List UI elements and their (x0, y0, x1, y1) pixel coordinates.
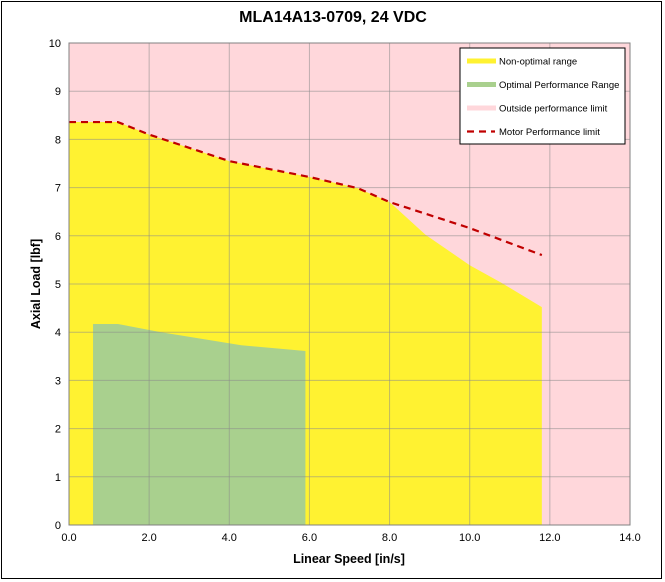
y-tick-label: 1 (55, 472, 61, 484)
legend-swatch-outside-limit (467, 105, 496, 111)
x-tick-label: 14.0 (619, 532, 640, 544)
legend-swatch-optimal (467, 82, 496, 87)
legend-label-optimal: Optimal Performance Range (499, 80, 619, 91)
y-tick-label: 4 (55, 327, 61, 339)
y-tick-label: 2 (55, 424, 61, 436)
y-tick-label: 10 (49, 38, 61, 50)
legend-label-non-optimal: Non-optimal range (499, 57, 577, 68)
x-tick-label: 10.0 (459, 532, 480, 544)
y-tick-label: 8 (55, 134, 61, 146)
y-axis-label: Axial Load [lbf] (29, 239, 43, 329)
y-tick-label: 9 (55, 86, 61, 98)
plot-border (68, 42, 631, 526)
legend: Non-optimal range Optimal Performance Ran… (459, 47, 626, 145)
y-tick-label: 3 (55, 375, 61, 387)
y-tick-label: 0 (55, 520, 61, 532)
y-tick-label: 6 (55, 231, 61, 243)
plot-area: 0 1 2 3 4 5 6 7 8 9 10 0.0 2.0 4.0 6.0 8.0 10.0 12.0 14.0 (49, 38, 641, 544)
x-tick-label: 8.0 (382, 532, 397, 544)
motor-limit-line (69, 120, 543, 257)
legend-swatch-non-optimal (467, 58, 496, 64)
x-tick-label: 4.0 (222, 532, 237, 544)
x-tick-label: 12.0 (539, 532, 560, 544)
x-tick-label: 6.0 (302, 532, 317, 544)
chart-title: MLA14A13-0709, 24 VDC (239, 9, 427, 26)
x-axis-label: Linear Speed [in/s] (293, 552, 405, 566)
y-tick-label: 5 (55, 279, 61, 291)
legend-label-outside-limit: Outside performance limit (499, 104, 608, 115)
legend-box (459, 47, 626, 145)
y-tick-label: 7 (55, 183, 61, 195)
optimal-area (93, 324, 306, 525)
x-tick-label: 0.0 (61, 532, 76, 544)
x-tick-label: 2.0 (141, 532, 156, 544)
legend-label-motor-limit: Motor Performance limit (499, 127, 600, 138)
